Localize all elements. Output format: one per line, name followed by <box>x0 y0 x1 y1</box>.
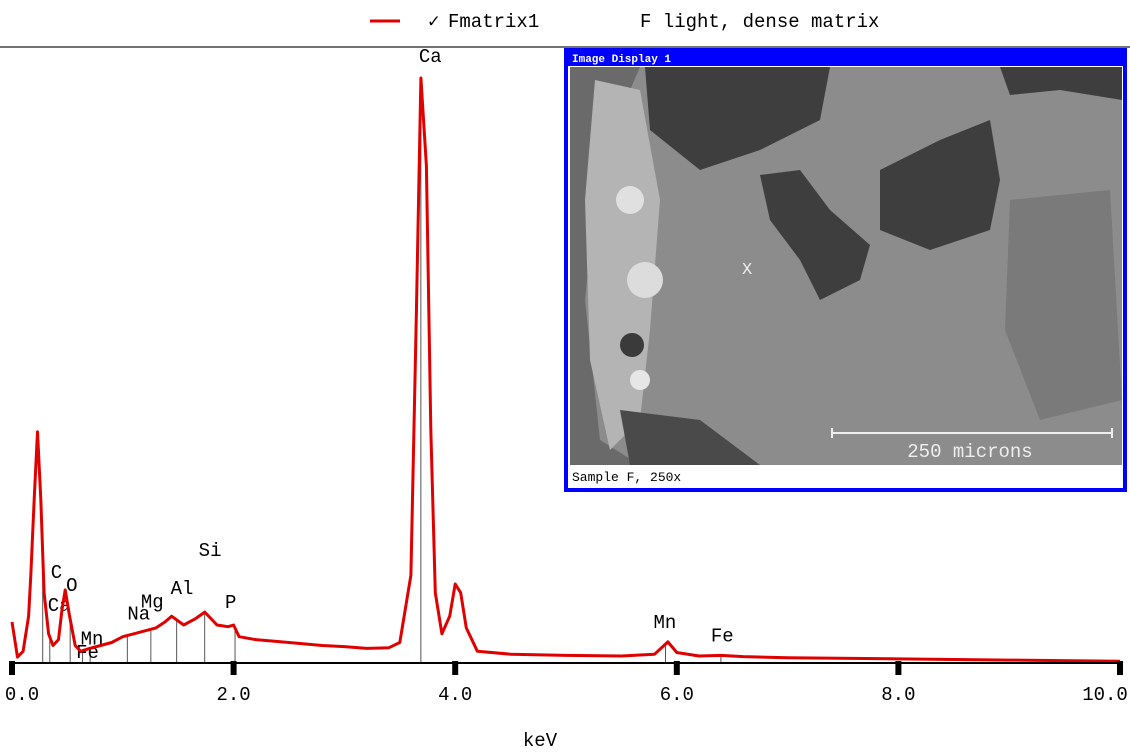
x-tick <box>673 661 680 675</box>
x-tick-label: 6.0 <box>660 684 694 706</box>
element-label: P <box>225 592 236 614</box>
element-label: Fe <box>711 625 734 647</box>
x-tick <box>230 661 237 675</box>
element-label: C <box>51 562 62 584</box>
sem-region <box>1000 67 1122 100</box>
inset-titlebar <box>566 50 1125 66</box>
inset-title: Image Display 1 <box>572 54 671 66</box>
sem-spot <box>630 370 650 390</box>
inset-caption: Sample F, 250x <box>572 470 681 485</box>
scale-label: 250 microns <box>907 441 1032 463</box>
x-tick-label: 4.0 <box>438 684 472 706</box>
x-axis-label: keV <box>523 730 558 752</box>
sem-region <box>1005 190 1122 420</box>
sem-spot <box>627 262 663 298</box>
sem-region <box>585 80 660 450</box>
sem-region <box>880 120 1000 250</box>
inset-image: Image Display 1 X 250 microns Sample F, … <box>564 48 1127 492</box>
element-label: O <box>66 575 77 597</box>
legend-note: F light, dense matrix <box>640 11 879 33</box>
sem-region <box>645 67 830 170</box>
legend-check: ✓ <box>428 11 439 33</box>
x-tick <box>1117 661 1123 675</box>
spectrum-line <box>10 76 1121 663</box>
sem-region <box>760 170 870 300</box>
sem-spot <box>620 333 644 357</box>
x-tick-label: 0.0 <box>5 684 39 706</box>
x-tick <box>895 661 902 675</box>
x-tick-label: 2.0 <box>216 684 250 706</box>
element-label: Na <box>127 603 150 625</box>
x-tick-label: 8.0 <box>881 684 915 706</box>
x-tick-label: 10.0 <box>1082 684 1128 706</box>
x-tick <box>9 661 15 675</box>
x-tick <box>452 661 459 675</box>
sem-region <box>620 410 760 465</box>
element-label: Mg <box>141 591 164 613</box>
sem-marker: X <box>742 261 752 280</box>
sem-region <box>570 67 640 465</box>
element-label: Ca <box>419 46 442 68</box>
legend-entry: Fmatrix1 <box>448 11 539 33</box>
element-label: Mn <box>653 612 676 634</box>
element-label: Si <box>199 540 222 562</box>
element-label: Al <box>171 578 194 600</box>
sem-spot <box>616 186 644 214</box>
